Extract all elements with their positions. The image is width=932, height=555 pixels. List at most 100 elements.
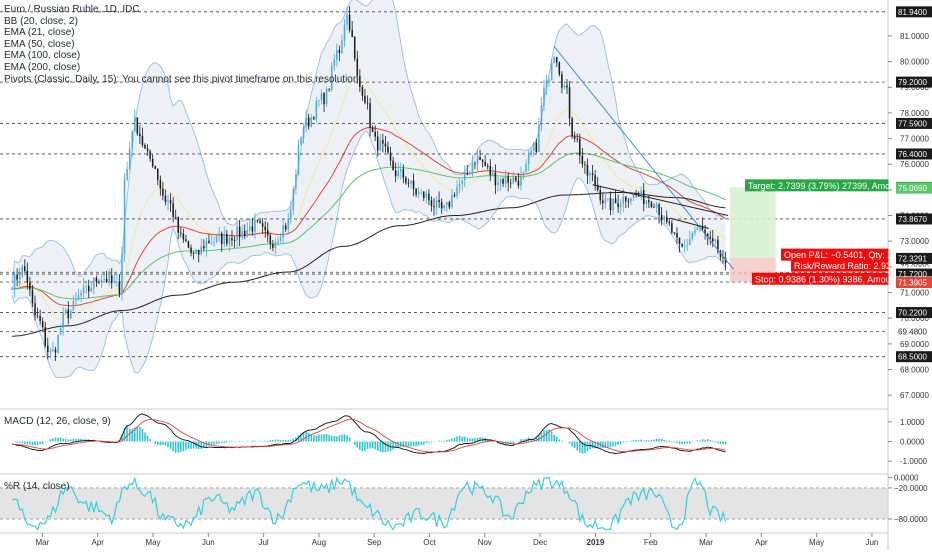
candle xyxy=(32,290,34,303)
candle xyxy=(52,350,54,352)
candle xyxy=(300,138,302,145)
x-tick-label: Mar xyxy=(36,538,50,547)
candle xyxy=(684,246,686,247)
legend-symbol: Euro / Russian Ruble, 1D, IDC xyxy=(4,4,358,16)
candle xyxy=(280,238,282,241)
legend-ema21: EMA (21, close) xyxy=(4,27,358,39)
x-tick-label: Jul xyxy=(258,538,268,547)
candle xyxy=(630,198,632,201)
candle xyxy=(257,220,259,221)
candle xyxy=(651,202,653,207)
candle xyxy=(612,199,614,211)
candle xyxy=(592,173,594,175)
candle xyxy=(323,93,325,104)
candle xyxy=(121,254,123,294)
candle xyxy=(697,227,699,229)
candle xyxy=(310,117,312,126)
x-tick-label: Feb xyxy=(644,538,658,547)
candle xyxy=(44,327,46,345)
candle xyxy=(249,226,251,230)
wr-tick-label: 0.0000 xyxy=(894,474,919,483)
candle xyxy=(114,282,116,283)
candle xyxy=(533,143,535,151)
candle xyxy=(495,173,497,185)
candle xyxy=(14,275,16,290)
candle xyxy=(451,195,453,207)
candle xyxy=(305,117,307,126)
candle xyxy=(282,225,284,237)
candle xyxy=(139,134,141,137)
candle xyxy=(569,87,571,118)
candle xyxy=(548,80,550,81)
candle xyxy=(218,234,220,236)
candle xyxy=(515,177,517,180)
candle xyxy=(559,62,561,74)
candle xyxy=(556,57,558,62)
candle xyxy=(172,203,174,216)
candle xyxy=(510,183,512,184)
candle xyxy=(492,173,494,175)
candle xyxy=(408,183,410,184)
macd-line xyxy=(12,414,726,454)
candle xyxy=(669,222,671,223)
candle xyxy=(367,103,369,104)
candle xyxy=(594,175,596,185)
candle xyxy=(443,205,445,208)
candle xyxy=(648,200,650,202)
candle xyxy=(661,215,663,220)
candle xyxy=(21,266,23,276)
legend-ema50: EMA (50, close) xyxy=(4,39,358,51)
y-tick-label: 81.0000 xyxy=(900,32,929,41)
candle xyxy=(671,223,673,232)
candle xyxy=(24,266,26,270)
candle xyxy=(387,147,389,153)
y-tick-label: 80.0000 xyxy=(900,58,929,67)
wr-band xyxy=(0,488,888,519)
candle xyxy=(213,242,215,243)
candle xyxy=(692,233,694,239)
candle xyxy=(326,89,328,104)
y-tick-label: 69.0000 xyxy=(900,340,929,349)
price-level-label: 75.0690 xyxy=(898,184,927,193)
candle xyxy=(285,225,287,229)
candle xyxy=(686,245,688,246)
candle xyxy=(415,189,417,195)
candle xyxy=(584,164,586,165)
candle xyxy=(715,240,717,241)
candle xyxy=(431,200,433,206)
candle xyxy=(564,86,566,88)
candle xyxy=(295,174,297,189)
x-tick-label: Nov xyxy=(478,538,492,547)
candle xyxy=(157,169,159,180)
candle xyxy=(241,231,243,238)
candle xyxy=(646,200,648,204)
wr-tick-label: −80.0000 xyxy=(894,515,928,524)
macd-tick-label: 0.0000 xyxy=(900,438,925,447)
candle xyxy=(39,316,41,321)
candle xyxy=(70,311,72,319)
candle xyxy=(369,103,371,128)
y-tick-label: 78.0000 xyxy=(900,109,929,118)
candle xyxy=(385,144,387,147)
candle xyxy=(500,179,502,182)
candle xyxy=(546,81,548,88)
candle xyxy=(507,176,509,182)
candle xyxy=(226,234,228,244)
candle xyxy=(530,151,532,155)
candle xyxy=(420,192,422,193)
candle xyxy=(397,171,399,176)
candle xyxy=(610,198,612,210)
candle xyxy=(364,96,366,103)
candle xyxy=(208,241,210,244)
candle xyxy=(464,174,466,180)
candle xyxy=(454,195,456,196)
candle xyxy=(658,204,660,215)
candle xyxy=(689,239,691,245)
candle xyxy=(497,182,499,185)
candle xyxy=(19,276,21,279)
candle xyxy=(183,234,185,240)
candle xyxy=(239,227,241,238)
price-level-label: 71.3905 xyxy=(898,279,927,288)
candle xyxy=(98,282,100,283)
candle xyxy=(538,125,540,152)
